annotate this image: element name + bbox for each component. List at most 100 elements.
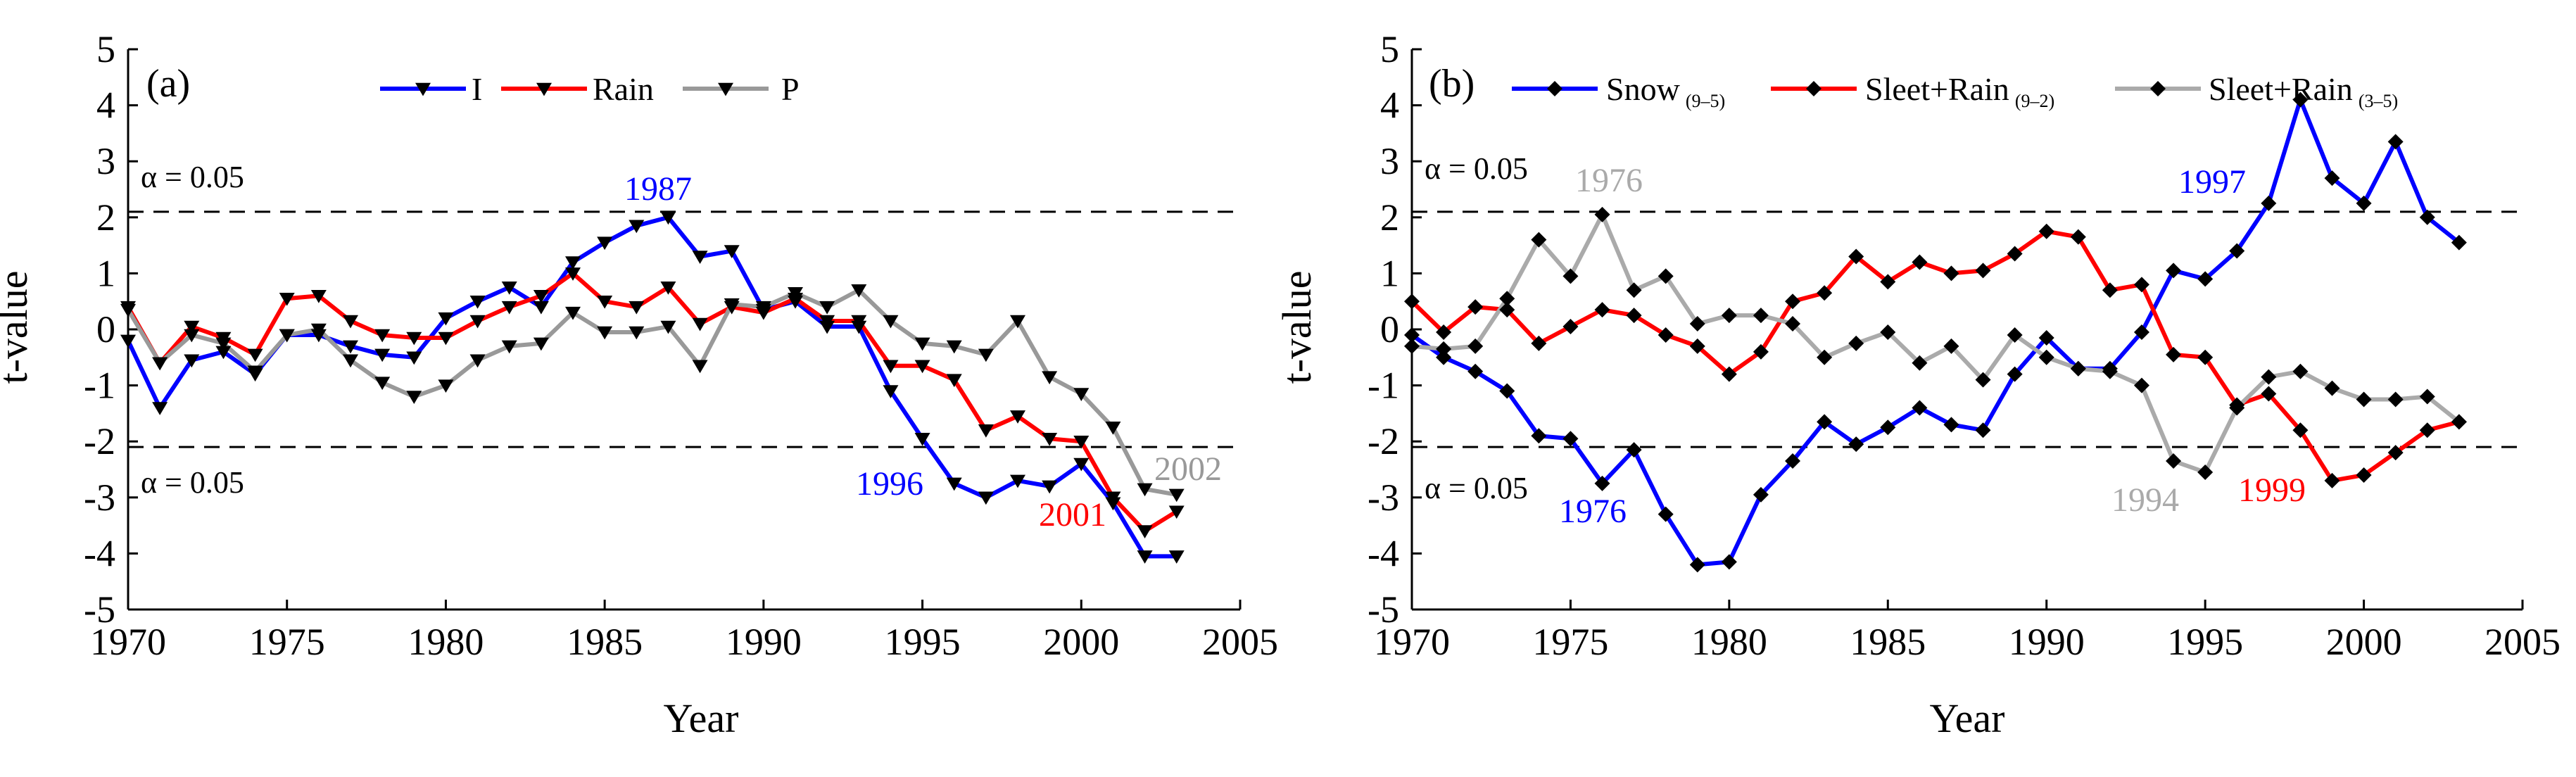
data-point-a-rain-1980	[438, 331, 454, 346]
data-point-a-rain-1993	[851, 315, 867, 329]
data-point-b-snow-9-5-1996	[2229, 243, 2245, 259]
data-point-a-i-2003	[1168, 550, 1185, 564]
series-line-a-p	[126, 288, 1177, 497]
data-point-a-i-1988	[692, 251, 708, 264]
data-point-b-sleet-rain-3-5-1989	[2007, 327, 2023, 343]
x-axis-title-a: Year	[664, 695, 739, 741]
x-tick-label-b: 1970	[1374, 621, 1450, 663]
data-point-b-sleet-rain-3-5-1984	[1848, 335, 1864, 351]
data-point-b-sleet-rain-3-5-2001	[2387, 391, 2404, 408]
data-point-b-sleet-rain-3-5-1999	[2324, 380, 2340, 396]
y-axis-title-b: t-value	[1274, 270, 1320, 384]
x-tick-label-b: 1990	[2009, 621, 2085, 663]
legend-marker-b-0	[1547, 81, 1562, 96]
y-tick-label-a: 3	[96, 140, 115, 182]
annotations-b: 1976 1976 1994 1997 1999	[1559, 162, 2306, 530]
data-point-a-rain-1995	[914, 360, 930, 374]
data-point-b-sleet-rain-9-2-1970	[1404, 293, 1420, 310]
data-point-a-i-1989	[724, 245, 740, 259]
x-tick-label-a: 2005	[1202, 621, 1278, 663]
data-point-a-p-1975	[279, 329, 295, 343]
data-point-a-p-1980	[438, 379, 454, 393]
data-point-a-rain-1988	[692, 317, 708, 331]
x-tick-label-b: 1995	[2167, 621, 2243, 663]
x-tick-label-b: 2000	[2326, 621, 2402, 663]
data-point-b-sleet-rain-3-5-2003	[2451, 414, 2467, 430]
data-point-a-i-2000	[1073, 457, 1090, 472]
series-line-a-i	[126, 215, 1177, 559]
data-point-a-rain-1982	[501, 301, 517, 315]
x-tick-label-b: 1975	[1532, 621, 1608, 663]
data-point-a-rain-1997	[978, 424, 994, 438]
x-tick-label-a: 1970	[90, 621, 166, 663]
data-point-b-sleet-rain-9-2-1997	[2261, 386, 2277, 402]
annotations-a: 1987 1996 2001 2002	[624, 170, 1222, 533]
panel-a: -5 -4 -3 -2 -1 0 1 2 3 4 5 1970 1975 1980 1985 1990 1995…	[0, 28, 1278, 741]
data-point-b-sleet-rain-9-2-1993	[2133, 277, 2149, 293]
x-tick-label-a: 1985	[567, 621, 643, 663]
data-point-b-snow-9-5-2001	[2387, 134, 2404, 150]
alpha-label-upper-a: α = 0.05	[141, 160, 244, 194]
x-tick-label-a: 1990	[726, 621, 802, 663]
data-point-b-snow-9-5-1989	[2007, 366, 2023, 382]
data-point-a-i-1996	[946, 477, 962, 491]
data-point-a-p-1979	[406, 391, 422, 404]
data-point-a-i-1995	[914, 432, 930, 446]
data-point-b-snow-9-5-1998	[2292, 91, 2309, 108]
data-point-b-sleet-rain-9-2-1978	[1658, 327, 1674, 343]
data-point-a-p-1992	[819, 301, 835, 315]
data-point-a-p-1998	[1010, 315, 1025, 329]
data-point-b-sleet-rain-9-2-1974	[1531, 335, 1547, 351]
y-tick-label-b: 3	[1380, 140, 1399, 182]
annotation-2002-p: 2002	[1154, 450, 1222, 488]
data-point-b-snow-9-5-2000	[2356, 195, 2372, 211]
series-line-b-sleet-rain-3-5	[1411, 212, 2461, 474]
data-point-a-i-1979	[406, 351, 422, 365]
y-tick-label-b: 2	[1380, 196, 1399, 239]
panel-label-b: (b)	[1429, 62, 1475, 106]
data-point-a-i-1980	[438, 312, 454, 326]
data-point-b-sleet-rain-3-5-1995	[2197, 464, 2214, 480]
legend-b: Snow (9–5) Sleet+Rain (9–2) Sleet+Rain (3–5…	[1512, 71, 2398, 111]
data-point-a-rain-1978	[374, 329, 391, 343]
y-tick-label-a: -5	[84, 588, 115, 631]
data-point-b-snow-9-5-1984	[1848, 436, 1864, 453]
data-point-b-sleet-rain-3-5-2002	[2419, 388, 2435, 405]
data-point-b-sleet-rain-9-2-1989	[2007, 246, 2023, 262]
data-point-a-p-1984	[565, 306, 581, 320]
y-tick-label-b: -4	[1368, 532, 1399, 574]
panel-b: -5 -4 -3 -2 -1 0 1 2 3 4 5 1970 1975 1980 1985 1990 1995…	[1274, 28, 2561, 741]
y-tick-label-a: -2	[84, 420, 115, 462]
data-point-b-snow-9-5-1985	[1880, 419, 1896, 436]
data-point-a-i-1987	[660, 211, 676, 225]
data-point-b-snow-9-5-1970	[1404, 327, 1420, 343]
data-point-a-i-1999	[1042, 480, 1058, 494]
data-point-b-sleet-rain-3-5-1988	[1975, 372, 1991, 388]
data-point-a-rain-1983	[533, 289, 549, 303]
data-point-b-sleet-rain-3-5-1987	[1943, 338, 1959, 354]
annotation-1999-sleet-rain-9-2: 1999	[2238, 472, 2306, 509]
x-tick-label-b: 2005	[2485, 621, 2561, 663]
data-point-b-sleet-rain-9-2-1984	[1848, 248, 1864, 265]
x-tick-label-b: 1985	[1850, 621, 1926, 663]
data-point-b-sleet-rain-9-2-1990	[2038, 223, 2054, 239]
y-tick-label-a: 1	[96, 252, 115, 294]
data-point-a-rain-1999	[1042, 432, 1058, 446]
legend-marker-b-1	[1806, 81, 1821, 96]
data-point-b-sleet-rain-3-5-1997	[2261, 369, 2277, 385]
data-point-a-p-2003	[1168, 488, 1185, 503]
data-point-a-i-1973	[215, 346, 232, 360]
data-point-b-sleet-rain-9-2-1976	[1594, 302, 1610, 318]
alpha-label-lower-a: α = 0.05	[141, 465, 244, 500]
data-point-b-sleet-rain-3-5-1981	[1753, 308, 1769, 324]
data-point-b-snow-9-5-1986	[1912, 400, 1928, 416]
legend-a-label-p: P	[781, 71, 800, 107]
data-point-b-sleet-rain-3-5-1993	[2133, 377, 2149, 393]
legend-marker-a-1	[536, 82, 552, 96]
annotation-1976-snow: 1976	[1559, 493, 1627, 530]
data-point-a-p-1978	[374, 377, 391, 391]
data-point-a-i-1998	[1010, 474, 1025, 488]
legend-b-label-snow: Snow (9–5)	[1606, 71, 1725, 111]
data-point-a-rain-2003	[1168, 505, 1185, 519]
data-point-b-snow-9-5-1982	[1785, 453, 1801, 469]
